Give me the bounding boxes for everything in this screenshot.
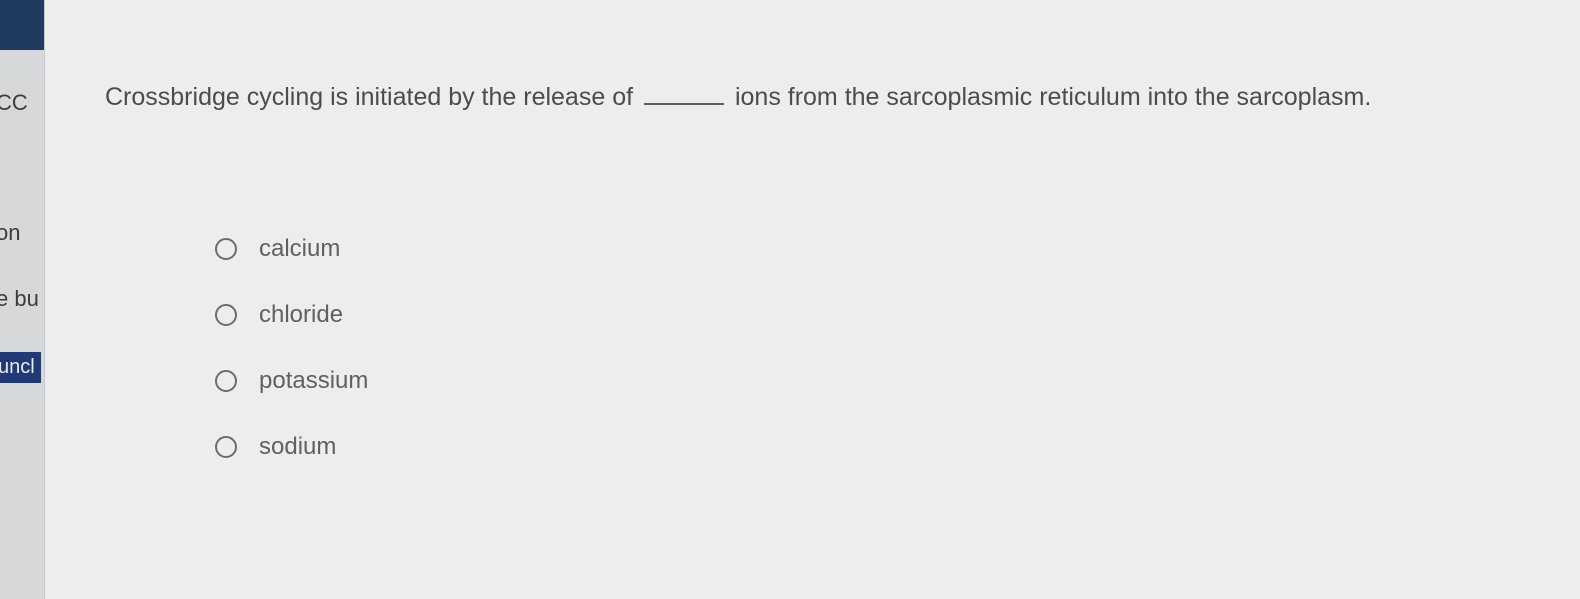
radio-icon — [215, 370, 237, 392]
radio-icon — [215, 304, 237, 326]
option-label: potassium — [259, 367, 368, 395]
sidebar-fragment-panel: CC on e bu uncl — [0, 0, 45, 599]
option-potassium[interactable]: potassium — [215, 367, 1540, 395]
question-suffix: ions from the sarcoplasmic reticulum int… — [735, 83, 1371, 111]
option-chloride[interactable]: chloride — [215, 301, 1540, 329]
question-prefix: Crossbridge cycling is initiated by the … — [105, 83, 633, 111]
sidebar-text-fragment: CC — [0, 90, 28, 116]
fill-blank — [644, 103, 724, 105]
option-label: chloride — [259, 301, 343, 329]
option-calcium[interactable]: calcium — [215, 235, 1540, 263]
radio-icon — [215, 238, 237, 260]
option-label: calcium — [259, 235, 340, 263]
sidebar-text-fragment-active: uncl — [0, 352, 41, 383]
sidebar-text-fragment: on — [0, 220, 20, 246]
option-sodium[interactable]: sodium — [215, 433, 1540, 461]
sidebar-header-block — [0, 0, 44, 50]
options-group: calcium chloride potassium sodium — [215, 235, 1540, 461]
sidebar-text-fragment: e bu — [0, 286, 39, 312]
radio-icon — [215, 436, 237, 458]
question-panel: Crossbridge cycling is initiated by the … — [45, 0, 1580, 599]
question-prompt: Crossbridge cycling is initiated by the … — [105, 80, 1540, 115]
option-label: sodium — [259, 433, 336, 461]
